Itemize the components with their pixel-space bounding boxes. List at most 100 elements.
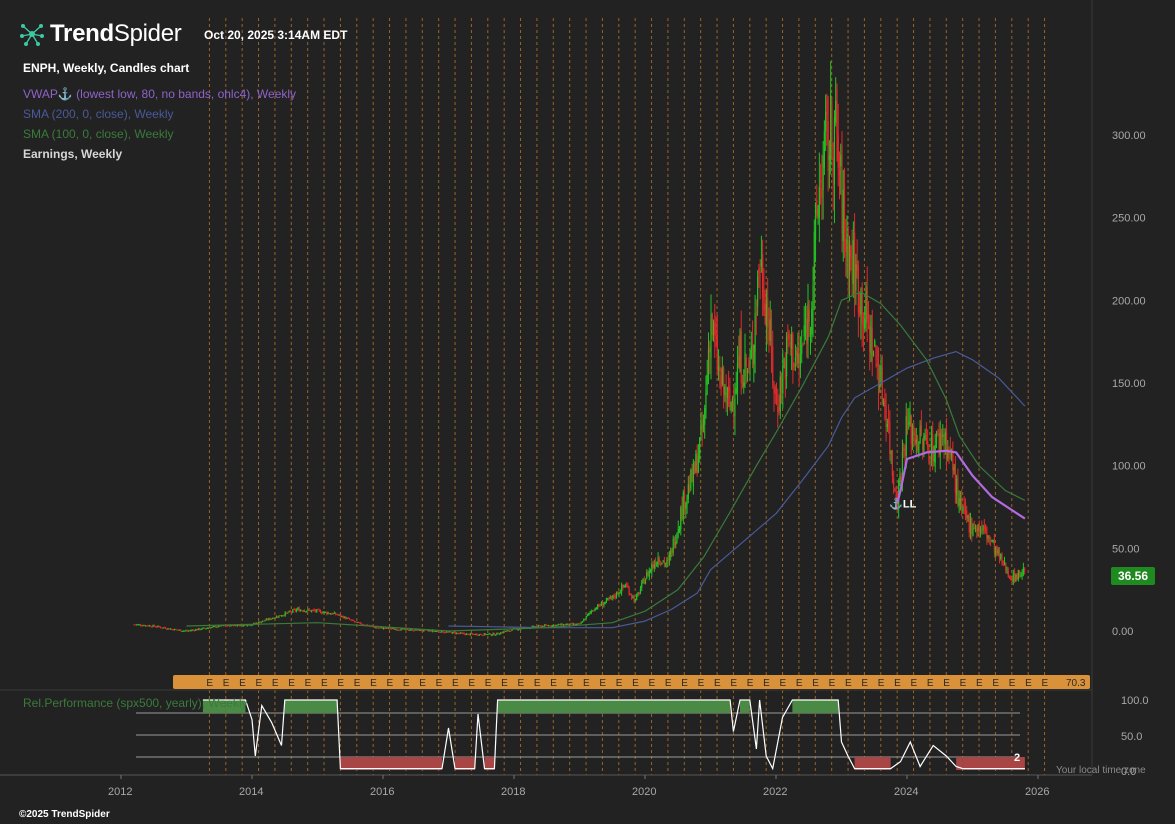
rp-positive-fill — [792, 700, 839, 713]
candle-body — [575, 623, 577, 625]
candle-body — [406, 628, 409, 631]
candle-body — [971, 518, 973, 535]
candle-body — [376, 627, 378, 629]
candle-body — [1020, 575, 1022, 577]
candle-body — [758, 268, 760, 274]
legend-earnings[interactable]: Earnings, Weekly — [23, 147, 123, 161]
candle-body — [251, 624, 254, 626]
candle-body — [812, 285, 814, 310]
candle-body — [551, 625, 553, 627]
candle-body — [539, 625, 541, 627]
chart-title[interactable]: ENPH, Weekly, Candles chart — [23, 61, 190, 75]
local-time-note: Your local time zone — [1056, 765, 1146, 776]
candle-body — [973, 527, 975, 530]
candle-body — [384, 627, 386, 629]
candle-body — [961, 497, 963, 509]
candle-body — [605, 598, 608, 603]
candle-body — [750, 345, 752, 359]
candle-body — [691, 469, 693, 482]
candle-body — [889, 422, 891, 455]
candle-body — [801, 345, 803, 355]
candle-body — [164, 627, 167, 629]
candle-body — [458, 633, 460, 635]
candle-body — [195, 629, 197, 631]
candle-body — [627, 585, 629, 588]
candle-body — [910, 415, 912, 445]
candle-body — [455, 632, 458, 635]
candle-body — [345, 616, 347, 619]
rp-negative-fill — [854, 757, 891, 770]
candle-body — [146, 625, 148, 627]
y-tick-label: 150.00 — [1112, 378, 1146, 390]
candle-body — [236, 624, 238, 627]
candle-body — [981, 528, 983, 530]
rp-positive-fill — [284, 700, 338, 713]
candle-body — [877, 368, 880, 394]
candle-body — [942, 434, 944, 437]
legend-sma200[interactable]: SMA (200, 0, close), Weekly — [23, 107, 174, 121]
candle-body — [330, 613, 332, 615]
candle-body — [390, 628, 392, 630]
earnings-marker: E — [911, 678, 918, 689]
candle-body — [187, 630, 189, 632]
trendspider-logo[interactable]: Trend Spider — [18, 20, 182, 48]
earnings-marker: E — [1042, 678, 1049, 689]
candle-body — [323, 611, 325, 613]
candle-body — [850, 245, 852, 258]
candle-body — [255, 622, 257, 624]
candle-body — [180, 629, 182, 632]
candle-body — [546, 625, 548, 627]
legend-rel-performance[interactable]: Rel.Performance (spx500, yearly), Weekly — [23, 696, 248, 710]
candle-body — [677, 528, 679, 534]
earnings-marker: E — [452, 678, 459, 689]
candle-body — [741, 379, 744, 387]
legend-vwap[interactable]: VWAP⚓ (lowest low, 80, no bands, ohlc4),… — [23, 87, 297, 101]
candle-body — [607, 598, 609, 600]
candle-body — [710, 319, 712, 358]
candle-body — [541, 625, 543, 627]
candle-body — [748, 364, 750, 367]
candle-body — [231, 625, 233, 627]
candle-body — [510, 630, 512, 632]
candle-body — [647, 571, 649, 577]
earnings-marker: E — [796, 678, 803, 689]
candle-body — [854, 232, 856, 299]
candle-body — [250, 625, 252, 627]
candle-body — [421, 630, 424, 632]
candle-body — [764, 303, 766, 324]
candle-body — [804, 325, 807, 334]
candle-body — [445, 631, 448, 633]
candle-body — [697, 456, 700, 473]
candle-body — [498, 633, 500, 635]
earnings-end-value: 70.3 — [1066, 678, 1086, 689]
candle-body — [278, 615, 280, 618]
candle-body — [624, 586, 626, 588]
candle-body — [258, 621, 260, 624]
vwap-line — [896, 449, 1026, 520]
candle-body — [712, 322, 715, 335]
candle-body — [576, 623, 579, 625]
candle-body — [914, 433, 916, 445]
candle-body — [586, 614, 589, 616]
sma100-line — [186, 291, 1026, 632]
candle-body — [782, 369, 784, 394]
candle-body — [282, 615, 284, 617]
candle-body — [644, 578, 647, 585]
rp-negative-fill — [340, 757, 442, 770]
candle-body — [386, 627, 388, 629]
candle-body — [685, 502, 687, 509]
candle-body — [874, 340, 876, 347]
candle-body — [428, 630, 430, 632]
legend-sma100[interactable]: SMA (100, 0, close), Weekly — [23, 127, 174, 141]
candle-body — [411, 629, 414, 631]
candle-body — [962, 507, 964, 511]
x-tick-label: 2012 — [108, 786, 132, 798]
candle-body — [156, 626, 158, 628]
candle-body — [290, 611, 293, 613]
candle-body — [651, 564, 653, 572]
candle-body — [351, 619, 353, 621]
candle-body — [579, 623, 581, 625]
candle-body — [516, 629, 518, 631]
candle-body — [666, 560, 668, 564]
